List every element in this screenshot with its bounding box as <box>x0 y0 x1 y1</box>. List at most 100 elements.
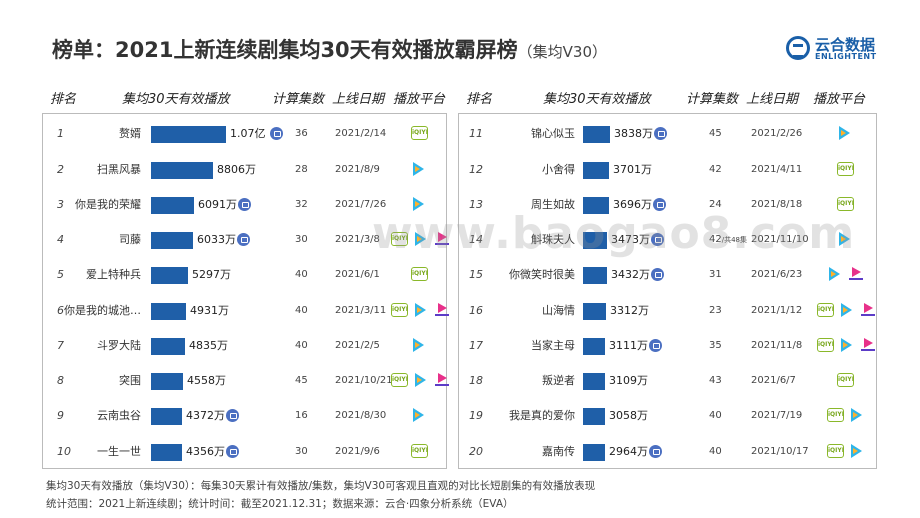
episode-count-value: 30 <box>295 446 308 457</box>
value-bar <box>583 197 609 214</box>
play-value: 3111万 <box>609 339 648 352</box>
episode-count: 42 <box>709 152 722 187</box>
play-value: 3696万 <box>613 198 652 211</box>
drama-name: 一生一世 <box>97 445 141 458</box>
episode-count-value: 31 <box>709 269 722 280</box>
table-row: 14 斛珠夫人 3473万 42/共48集 2021/11/10 <box>459 222 876 257</box>
chat-badge-icon <box>225 445 239 458</box>
logo-text-en: ENLIGHTENT <box>815 52 877 61</box>
rank-number: 14 <box>469 233 483 246</box>
episode-count: 23 <box>709 293 722 328</box>
play-value: 6033万 <box>197 233 236 246</box>
rank-number: 1 <box>57 127 64 140</box>
play-value: 4356万 <box>186 445 225 458</box>
drama-name: 赘婿 <box>119 127 141 140</box>
value-bar <box>151 197 194 214</box>
header-date-left: 上线日期 <box>332 92 385 107</box>
chat-badge-icon <box>236 233 250 246</box>
drama-name: 司藤 <box>119 233 141 246</box>
rank-number: 19 <box>469 409 483 422</box>
play-value: 8806万 <box>217 163 256 176</box>
rank-number: 4 <box>57 233 64 246</box>
table-row: 6 你是我的城池… 4931万 40 2021/3/11 iQIYI <box>43 293 449 328</box>
tencent-video-logo-icon <box>413 303 427 317</box>
rank-number: 10 <box>57 445 71 458</box>
header-platform-right: 播放平台 <box>813 92 866 107</box>
enlightent-logo: 云合数据 ENLIGHTENT <box>786 34 878 66</box>
chat-badge-icon <box>650 268 664 281</box>
tencent-video-logo-icon <box>411 338 425 352</box>
value-bar <box>583 303 606 320</box>
play-value: 4835万 <box>189 339 228 352</box>
iqiyi-logo-icon: iQIYI <box>391 303 408 317</box>
tencent-video-logo-icon <box>411 162 425 176</box>
play-value: 3701万 <box>613 163 652 176</box>
iqiyi-logo-icon: iQIYI <box>817 303 834 317</box>
value-bar <box>583 162 609 179</box>
release-date: 2021/2/5 <box>335 340 380 351</box>
value-bar <box>151 267 188 284</box>
release-date: 2021/11/8 <box>751 340 803 351</box>
tencent-video-logo-icon <box>839 303 853 317</box>
episode-count-value: 32 <box>295 199 308 210</box>
episode-count-note: /共48集 <box>721 236 747 244</box>
table-row: 13 周生如故 3696万 24 2021/8/18 iQIYI <box>459 187 876 222</box>
rank-number: 5 <box>57 268 64 281</box>
play-value: 4372万 <box>186 409 225 422</box>
rank-number: 16 <box>469 304 483 317</box>
rank-number: 11 <box>469 127 483 140</box>
youku-logo-icon <box>861 338 875 352</box>
value-bar <box>583 338 605 355</box>
value-bar <box>583 267 607 284</box>
table-row: 10 一生一世 4356万 30 2021/9/6 iQIYI <box>43 434 446 469</box>
iqiyi-logo-icon: iQIYI <box>391 373 408 387</box>
play-value: 3058万 <box>609 409 648 422</box>
release-date: 2021/1/12 <box>751 305 803 316</box>
chat-badge-icon <box>652 198 666 211</box>
episode-count: 35 <box>709 328 722 363</box>
release-date: 2021/6/1 <box>335 269 380 280</box>
page-title-sub: （集均V30） <box>517 43 608 61</box>
rank-number: 7 <box>57 339 64 352</box>
drama-name: 嘉南传 <box>542 445 575 458</box>
play-value: 3312万 <box>610 304 649 317</box>
value-bar <box>151 126 226 143</box>
iqiyi-logo-icon: iQIYI <box>827 444 844 458</box>
header-platform-left: 播放平台 <box>393 92 446 107</box>
value-bar <box>151 303 186 320</box>
table-row: 5 爱上特种兵 5297万 40 2021/6/1 iQIYI <box>43 257 446 292</box>
table-row: 8 突围 4558万 45 2021/10/21 iQIYI <box>43 363 449 398</box>
table-row: 15 你微笑时很美 3432万 31 2021/6/23 <box>459 257 876 292</box>
episode-count: 40 <box>709 434 722 469</box>
value-bar <box>583 408 605 425</box>
episode-count: 40 <box>295 293 308 328</box>
iqiyi-logo-icon: iQIYI <box>827 408 844 422</box>
episode-count: 42/共48集 <box>709 222 747 257</box>
drama-name: 扫黑风暴 <box>97 163 141 176</box>
footer-source: 统计范围：2021上新连续剧；统计时间：截至2021.12.31；数据来源：云合… <box>46 498 514 510</box>
chat-badge-icon <box>269 127 283 140</box>
play-value: 3838万 <box>614 127 653 140</box>
chat-badge-icon <box>237 198 251 211</box>
drama-name: 爱上特种兵 <box>86 268 141 281</box>
value-bar <box>583 232 607 249</box>
tencent-video-logo-icon <box>413 232 427 246</box>
header-name-left: 集均30天有效播放 <box>122 92 230 107</box>
release-date: 2021/2/14 <box>335 128 387 139</box>
episode-count: 30 <box>295 222 308 257</box>
header-name-right: 集均30天有效播放 <box>543 92 651 107</box>
tencent-video-logo-icon <box>837 232 851 246</box>
tencent-video-logo-icon <box>849 408 863 422</box>
release-date: 2021/2/26 <box>751 128 803 139</box>
episode-count-value: 40 <box>295 269 308 280</box>
rank-number: 18 <box>469 374 483 387</box>
play-value: 3432万 <box>611 268 650 281</box>
drama-name: 我是真的爱你 <box>509 409 575 422</box>
header-rank-left: 排名 <box>50 92 77 107</box>
episode-count: 32 <box>295 187 308 222</box>
drama-name: 你是我的荣耀 <box>75 198 141 211</box>
release-date: 2021/3/11 <box>335 305 387 316</box>
logo-text-cn: 云合数据 <box>815 36 876 54</box>
episode-count: 24 <box>709 187 722 222</box>
drama-name: 叛逆者 <box>542 374 575 387</box>
